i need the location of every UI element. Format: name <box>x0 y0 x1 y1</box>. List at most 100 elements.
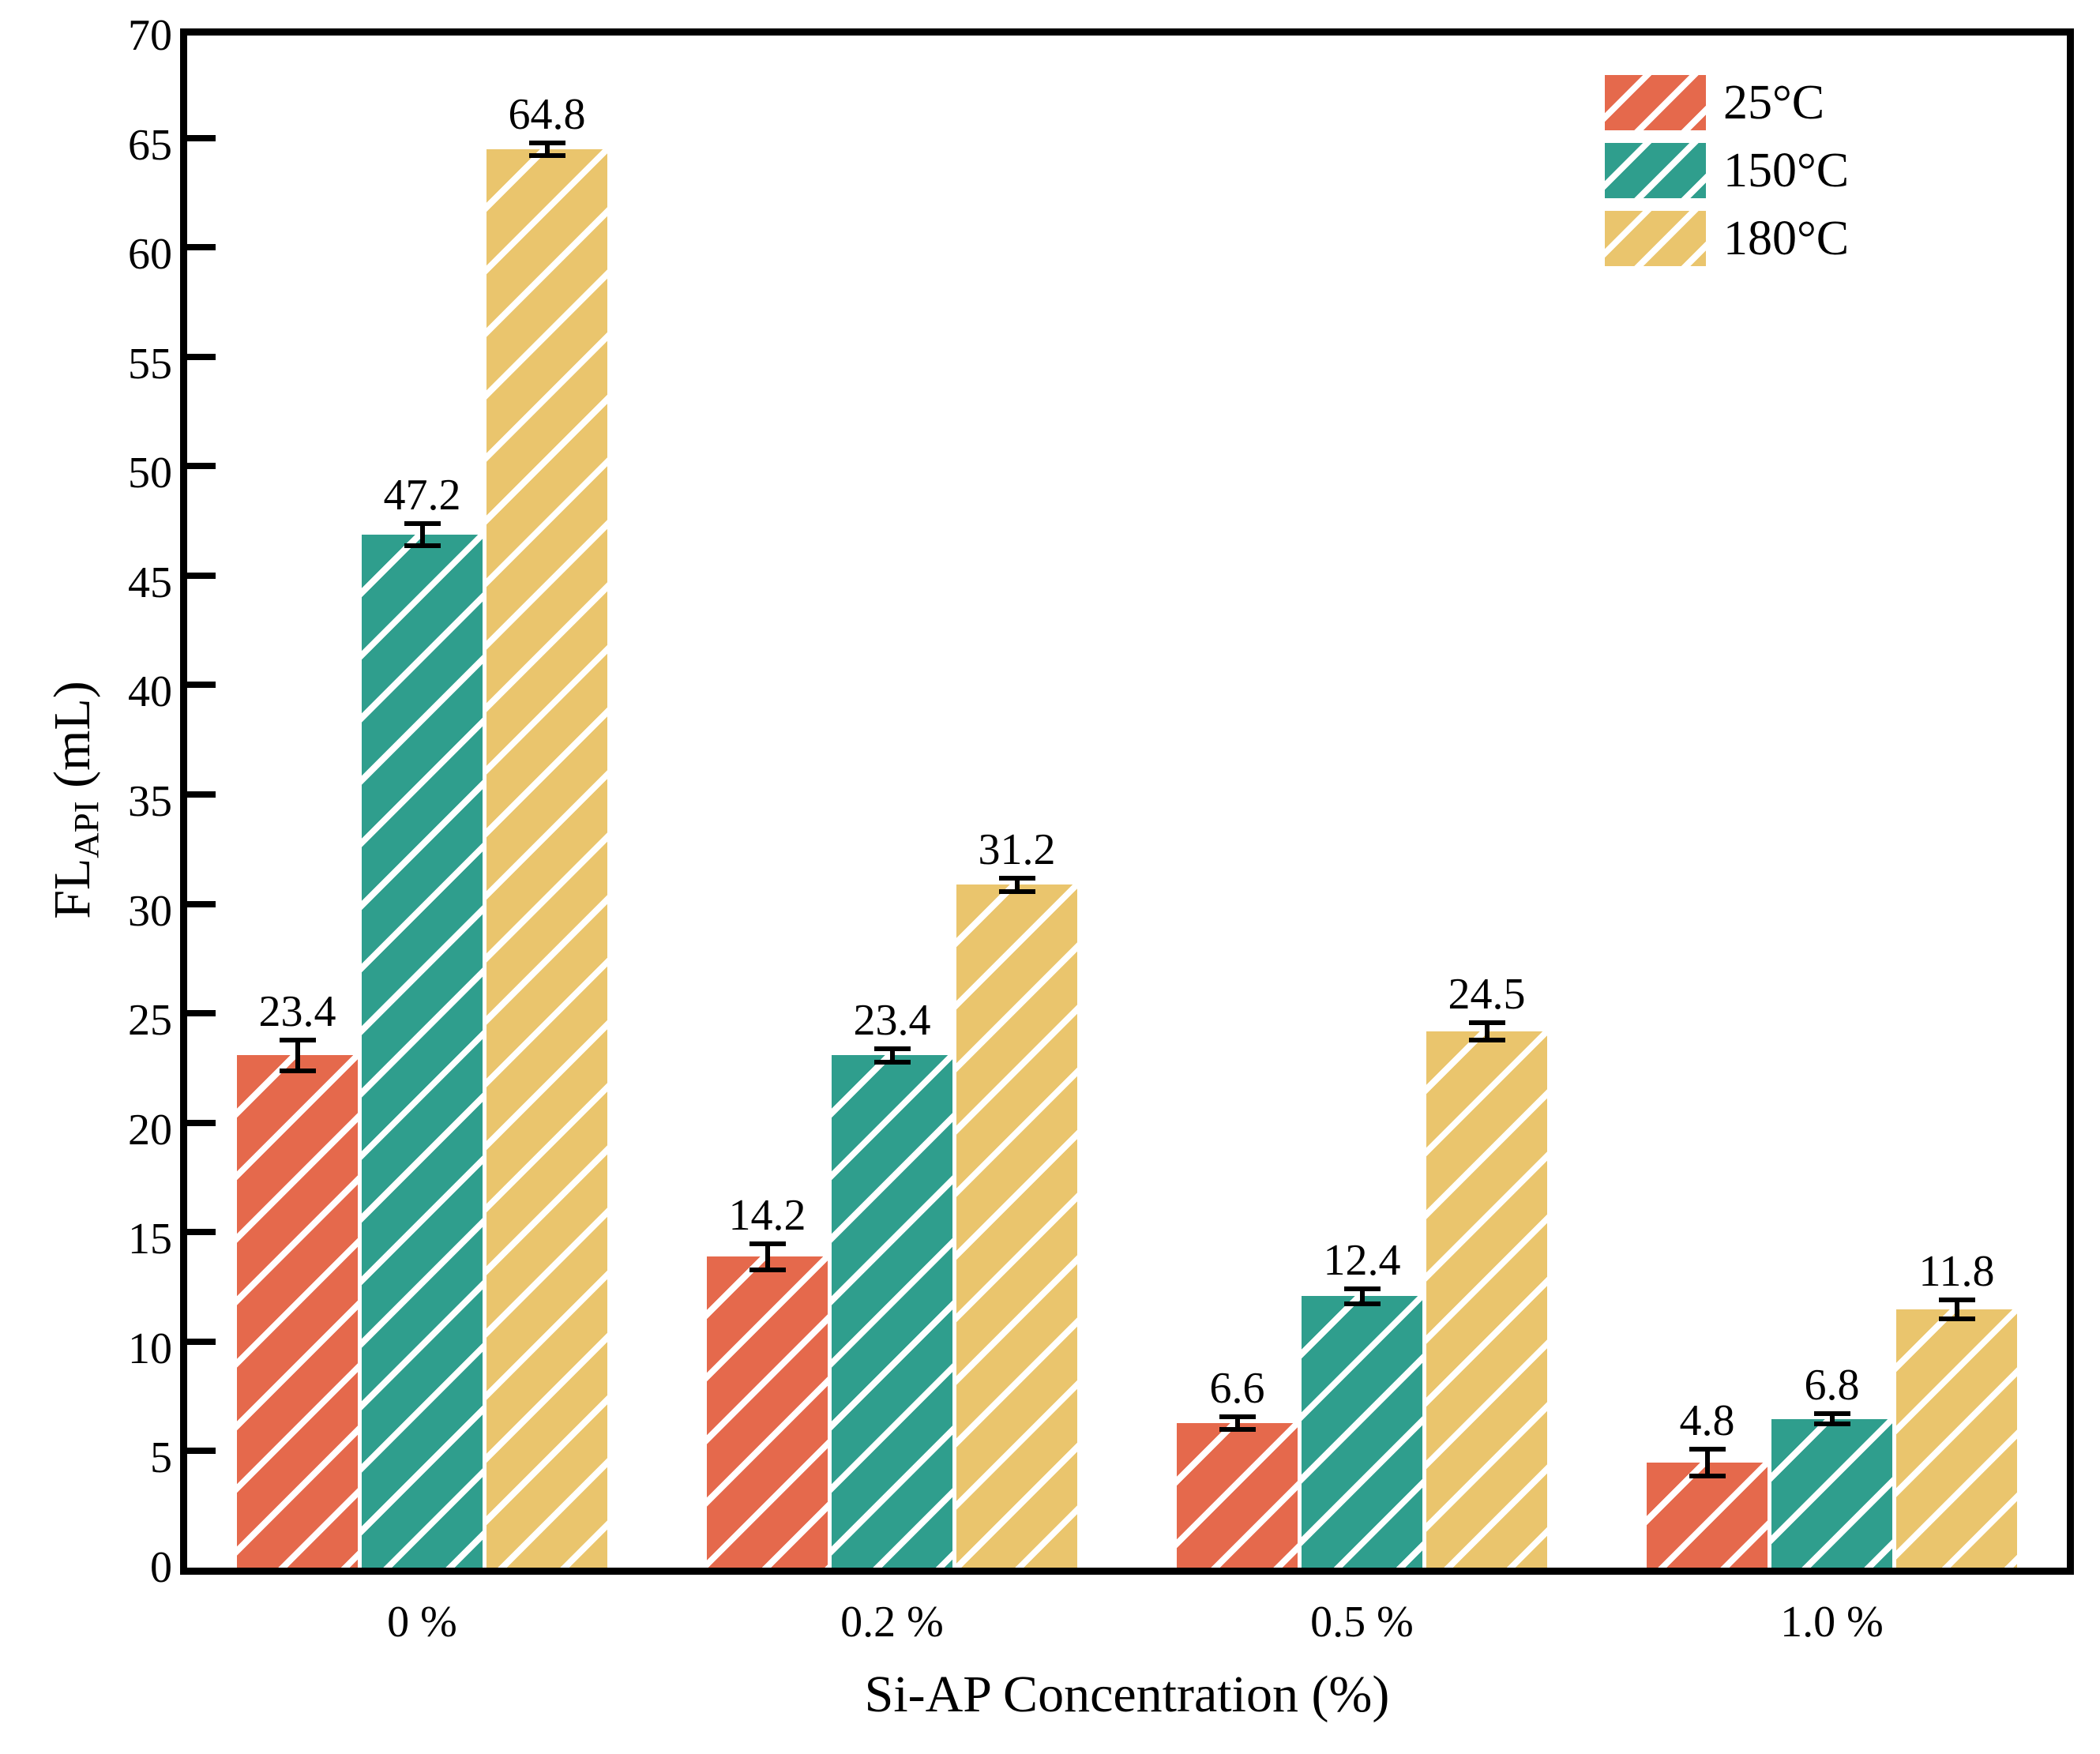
error-bar-cap-bottom <box>1343 1301 1381 1307</box>
bar-150°C-0 % <box>362 534 483 1568</box>
y-axis-tick <box>187 1338 216 1345</box>
error-bar-cap-bottom <box>279 1068 316 1073</box>
legend-label: 25°C <box>1723 76 1825 130</box>
error-bar <box>419 524 425 546</box>
error-bar <box>1234 1416 1240 1430</box>
y-axis-tick-label: 10 <box>128 1324 172 1373</box>
bar-180°C-0.5 % <box>1426 1031 1547 1568</box>
bar-value-label: 12.4 <box>1323 1235 1401 1285</box>
plot-area <box>180 28 2074 1575</box>
legend-row: 180°C <box>1605 211 2000 266</box>
x-axis-tick-label: 1.0 % <box>1780 1598 1884 1647</box>
y-axis-tick-label: 70 <box>128 11 172 60</box>
bar-180°C-0 % <box>486 149 607 1568</box>
bar-150°C-1.0 % <box>1771 1418 1892 1568</box>
bar-value-label: 4.8 <box>1679 1396 1735 1446</box>
bar-value-label: 11.8 <box>1918 1246 1995 1296</box>
y-axis-tick-label: 40 <box>128 667 172 717</box>
y-axis-tick <box>187 463 216 470</box>
bar-value-label: 23.4 <box>853 996 931 1046</box>
y-axis-tick-label: 45 <box>128 558 172 607</box>
legend-swatch <box>1605 211 1706 266</box>
error-bar-cap-top <box>1468 1020 1505 1025</box>
error-bar-cap-top <box>279 1038 316 1043</box>
error-bar-cap-bottom <box>873 1059 911 1065</box>
error-bar <box>764 1243 770 1271</box>
error-bar <box>1704 1449 1710 1476</box>
error-bar-cap-bottom <box>404 543 441 548</box>
y-axis-tick <box>187 682 216 689</box>
y-axis-title-main: FL <box>43 858 101 919</box>
y-axis-tick-label: 50 <box>128 449 172 498</box>
error-bar-cap-top <box>528 140 565 145</box>
error-bar <box>295 1040 300 1071</box>
bar-150°C-0.5 % <box>1302 1296 1422 1568</box>
legend-swatch <box>1605 75 1706 130</box>
error-bar-cap-top <box>1343 1286 1381 1291</box>
y-axis-tick <box>187 900 216 907</box>
error-bar-cap-bottom <box>1219 1427 1256 1433</box>
x-axis-tick-label: 0.5 % <box>1310 1598 1414 1647</box>
legend-row: 150°C <box>1605 143 2000 198</box>
error-bar-cap-bottom <box>1468 1038 1505 1043</box>
error-bar <box>1954 1299 1959 1320</box>
bar-25°C-0.5 % <box>1177 1423 1298 1568</box>
error-bar-cap-top <box>998 876 1035 881</box>
error-bar-cap-top <box>1813 1410 1850 1416</box>
bar-25°C-0 % <box>237 1055 358 1568</box>
y-axis-tick-label: 60 <box>128 230 172 280</box>
y-axis-tick <box>187 1448 216 1455</box>
y-axis-tick-label: 35 <box>128 777 172 826</box>
bar-value-label: 24.5 <box>1448 969 1526 1019</box>
y-axis-tick-label: 55 <box>128 339 172 389</box>
y-axis-tick-label: 25 <box>128 996 172 1046</box>
error-bar-cap-top <box>404 521 441 527</box>
error-bar-cap-bottom <box>528 153 565 159</box>
x-axis-tick-label: 0.2 % <box>840 1598 944 1647</box>
y-axis-tick <box>187 572 216 579</box>
bar-150°C-0.2 % <box>832 1055 952 1568</box>
error-bar-cap-top <box>1689 1447 1726 1452</box>
error-bar-cap-top <box>1219 1414 1256 1419</box>
y-axis-tick <box>187 1229 216 1236</box>
bar-25°C-0.2 % <box>707 1256 828 1568</box>
error-bar <box>889 1049 895 1062</box>
error-bar <box>1829 1413 1835 1425</box>
legend-label: 150°C <box>1723 144 1850 197</box>
legend-label: 180°C <box>1723 212 1850 265</box>
error-bar-cap-top <box>873 1046 911 1052</box>
x-axis-tick-label: 0 % <box>387 1598 457 1647</box>
error-bar <box>1359 1288 1365 1305</box>
y-axis-tick-label: 30 <box>128 886 172 936</box>
y-axis-tick-label: 5 <box>150 1433 172 1483</box>
y-axis-tick <box>187 244 216 251</box>
bar-value-label: 6.6 <box>1209 1363 1265 1413</box>
y-axis-title-subscript: API <box>66 801 107 858</box>
error-bar-cap-bottom <box>1938 1316 1975 1322</box>
bar-value-label: 14.2 <box>728 1190 806 1240</box>
bar-value-label: 31.2 <box>978 825 1056 874</box>
x-axis-title: Si-AP Concentration (%) <box>864 1666 1390 1723</box>
y-axis-tick <box>187 353 216 360</box>
y-axis-tick <box>187 1119 216 1126</box>
y-axis-tick <box>187 1010 216 1017</box>
error-bar <box>1014 878 1020 892</box>
y-axis-tick-label: 15 <box>128 1215 172 1264</box>
bar-180°C-1.0 % <box>1896 1309 2017 1568</box>
error-bar-cap-bottom <box>1689 1473 1726 1478</box>
bar-value-label: 6.8 <box>1804 1360 1860 1410</box>
error-bar <box>544 142 550 156</box>
y-axis-tick <box>187 791 216 798</box>
bar-value-label: 23.4 <box>258 987 336 1037</box>
bar-value-label: 64.8 <box>508 89 586 139</box>
legend-swatch <box>1605 143 1706 198</box>
y-axis-tick-label: 0 <box>150 1543 172 1592</box>
y-axis-title-unit: (mL) <box>43 681 101 802</box>
error-bar-cap-bottom <box>749 1268 786 1273</box>
error-bar-cap-top <box>749 1241 786 1246</box>
error-bar-cap-bottom <box>1813 1422 1850 1427</box>
error-bar-cap-top <box>1938 1297 1975 1302</box>
bar-value-label: 47.2 <box>383 471 461 520</box>
y-axis-tick <box>187 134 216 141</box>
